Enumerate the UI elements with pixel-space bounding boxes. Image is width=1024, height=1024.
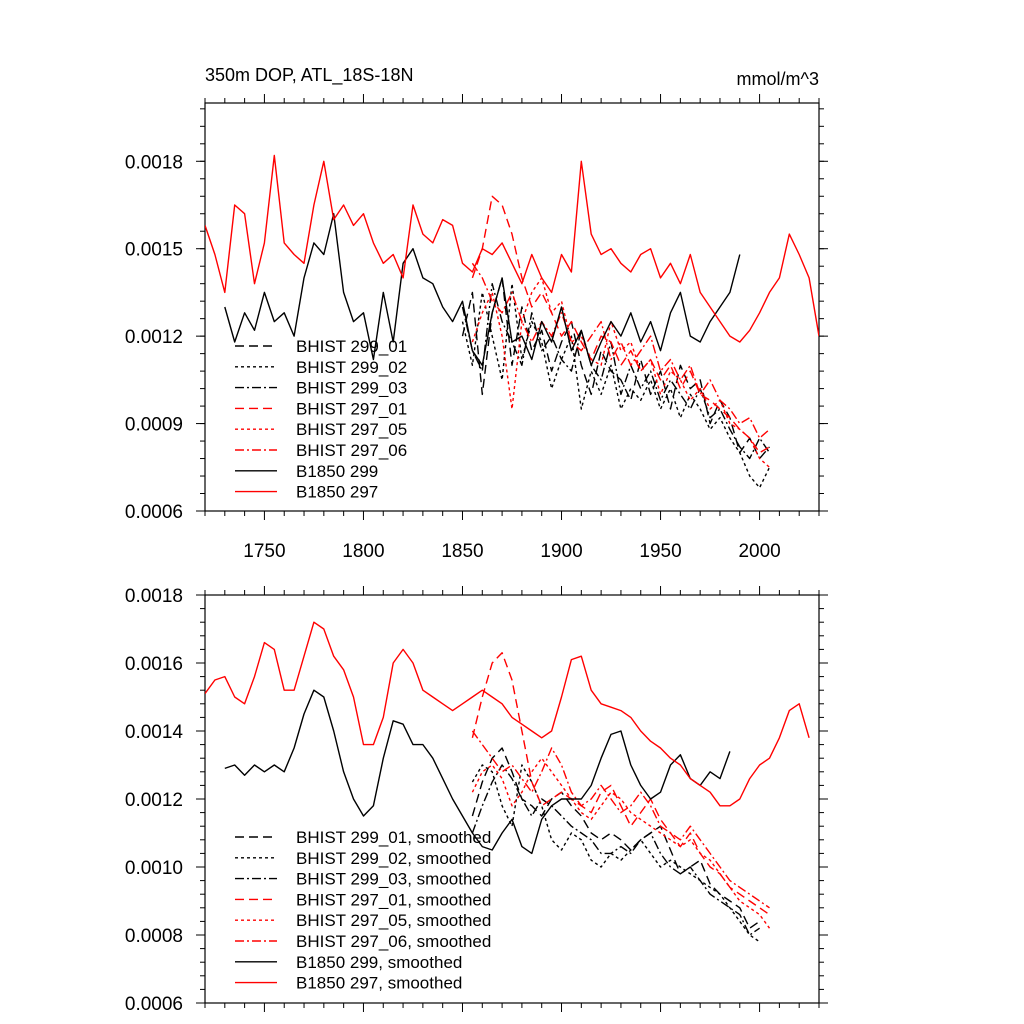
x-tick-label: 2000	[738, 541, 780, 562]
series-line-1	[471, 764, 760, 943]
legend-label: BHIST 299_02	[296, 358, 407, 377]
y-tick-label: 0.0015	[125, 240, 183, 261]
bottom-legend: BHIST 299_01, smoothed BHIST 299_02, smoo…	[235, 828, 491, 993]
y-tick-label: 0.0016	[125, 654, 183, 675]
bottom-series-group	[205, 621, 810, 943]
top-chart-units: mmol/m^3	[737, 69, 819, 89]
bottom-axis-ticks: 0.0006 0.0008 0.0010 0.0012 0.0014 0.0016 0.00…	[125, 586, 828, 1015]
legend-label: BHIST 299_01, smoothed	[296, 828, 491, 847]
legend-label: B1850 297	[296, 483, 378, 502]
x-tick-label: 1850	[441, 541, 483, 562]
series-line-6	[224, 212, 741, 366]
series-line-2	[471, 764, 760, 936]
legend-label: B1850 299	[296, 462, 378, 481]
y-tick-label: 0.0006	[125, 994, 183, 1015]
legend-label: B1850 297, smoothed	[296, 974, 462, 993]
series-line-5	[471, 730, 770, 909]
top-series-group	[205, 154, 819, 489]
series-line-3	[471, 195, 770, 454]
top-chart-title: 350m DOP, ATL_18S-18N	[205, 65, 413, 86]
series-line-6	[224, 689, 731, 855]
x-tick-label: 1750	[243, 541, 285, 562]
legend-label: BHIST 297_05, smoothed	[296, 911, 491, 930]
top-axis-ticks: 1750 1800 1850 1900 1950 2000 0.0006 0.0009 0.00…	[125, 94, 828, 562]
top-plot-frame	[204, 102, 820, 512]
series-line-7	[205, 621, 810, 807]
y-tick-label: 0.0008	[125, 926, 183, 947]
x-tick-label: 1900	[540, 541, 582, 562]
legend-label: BHIST 299_01	[296, 337, 407, 356]
series-line-5	[471, 262, 770, 439]
legend-label: BHIST 297_06, smoothed	[296, 932, 491, 951]
y-tick-label: 0.0014	[125, 722, 184, 743]
legend-label: BHIST 297_06	[296, 441, 407, 460]
series-line-1	[461, 283, 771, 489]
legend-label: BHIST 299_03, smoothed	[296, 870, 491, 889]
y-tick-label: 0.0018	[125, 152, 183, 173]
series-line-2	[461, 283, 771, 460]
x-tick-label: 1800	[342, 541, 384, 562]
legend-label: BHIST 297_05	[296, 420, 407, 439]
legend-label: BHIST 297_01	[296, 399, 407, 418]
y-tick-label: 0.0012	[125, 327, 183, 348]
series-line-4	[471, 757, 771, 929]
x-tick-label: 1950	[639, 541, 681, 562]
legend-label: B1850 299, smoothed	[296, 953, 462, 972]
y-tick-label: 0.0006	[125, 502, 183, 523]
legend-label: BHIST 297_01, smoothed	[296, 890, 491, 909]
series-line-7	[205, 154, 819, 343]
y-tick-label: 0.0009	[125, 415, 183, 436]
legend-label: BHIST 299_02, smoothed	[296, 849, 491, 868]
y-tick-label: 0.0012	[125, 790, 183, 811]
top-panel: 1750 1800 1850 1900 1950 2000 0.0006 0.0009 0.00…	[125, 65, 828, 562]
legend-label: BHIST 299_03	[296, 379, 407, 398]
series-line-0	[471, 747, 760, 929]
bottom-panel: 0.0006 0.0008 0.0010 0.0012 0.0014 0.0016 0.00…	[125, 586, 828, 1015]
y-tick-label: 0.0010	[125, 858, 183, 879]
y-tick-label: 0.0018	[125, 586, 183, 607]
